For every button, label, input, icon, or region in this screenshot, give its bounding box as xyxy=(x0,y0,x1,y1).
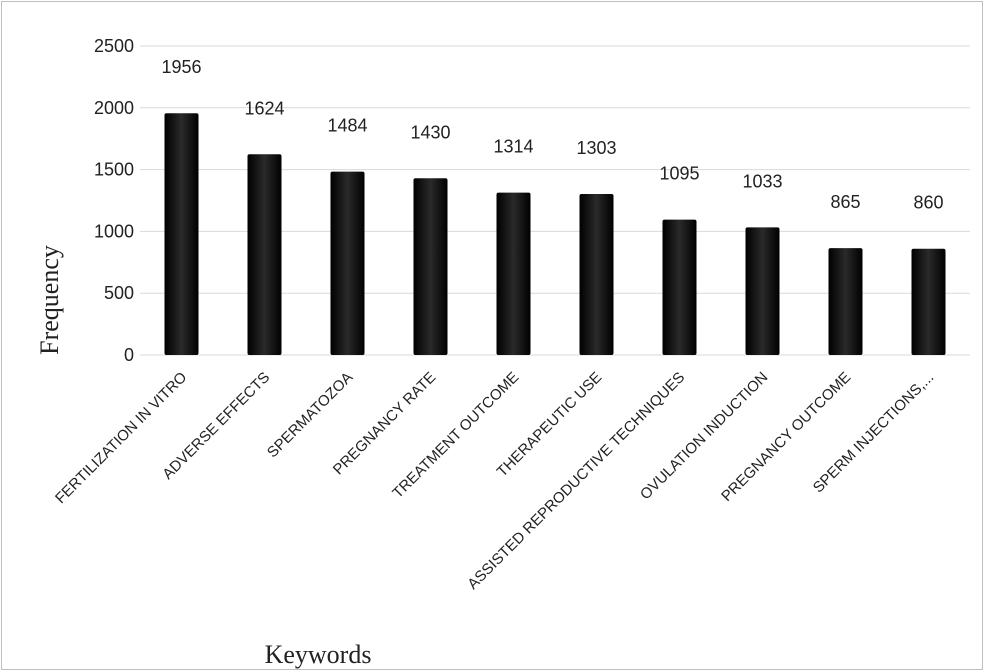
y-tick-label: 0 xyxy=(124,345,134,365)
y-tick-label: 1500 xyxy=(94,160,134,180)
bar xyxy=(330,171,365,355)
x-axis-title: Keywords xyxy=(265,640,372,669)
data-label: 1484 xyxy=(327,116,367,136)
y-tick-label: 2500 xyxy=(94,36,134,56)
y-tick-label: 1000 xyxy=(94,221,134,241)
bar xyxy=(579,193,614,355)
data-labels: 1956 1624 1484 1430 1314 1303 1095 1033 865 860 xyxy=(161,57,943,212)
data-label: 1033 xyxy=(742,171,782,191)
data-label: 865 xyxy=(830,192,860,212)
data-label: 1303 xyxy=(576,138,616,158)
bars xyxy=(164,113,946,355)
bar xyxy=(662,219,697,355)
bar xyxy=(828,248,863,355)
data-label: 1314 xyxy=(493,137,533,157)
data-label: 1430 xyxy=(410,122,450,142)
bar xyxy=(247,154,282,355)
data-label: 1095 xyxy=(659,164,699,184)
data-label: 1624 xyxy=(244,98,284,118)
data-label: 860 xyxy=(913,193,943,213)
y-axis-ticks: 0 500 1000 1500 2000 2500 xyxy=(94,36,134,365)
bar xyxy=(413,178,448,355)
x-tick-label: FERTILIZATION IN VITRO xyxy=(52,369,190,507)
bar xyxy=(496,192,531,355)
bar xyxy=(164,113,199,355)
bar xyxy=(911,248,946,355)
y-tick-label: 2000 xyxy=(94,98,134,118)
y-tick-label: 500 xyxy=(104,283,134,303)
data-label: 1956 xyxy=(161,57,201,77)
y-axis-title: Frequency xyxy=(35,245,64,355)
x-tick-label: SPERMATOZOA xyxy=(264,369,356,461)
bar xyxy=(745,227,780,355)
